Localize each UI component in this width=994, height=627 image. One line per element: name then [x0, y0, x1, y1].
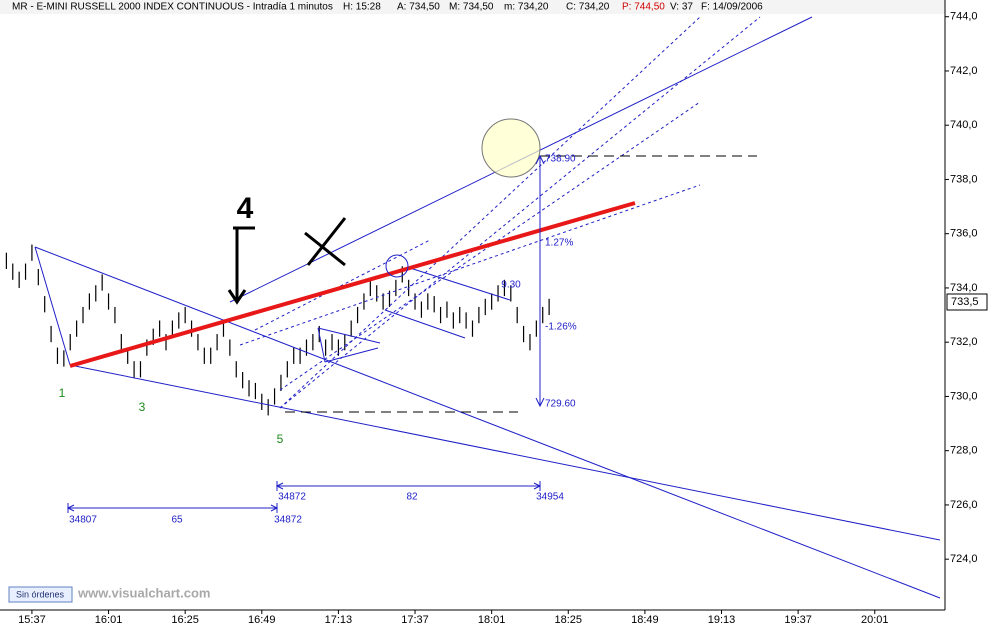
wave-label: 1 — [59, 386, 66, 400]
pct-note: -1.26% — [545, 322, 577, 333]
header-bar — [0, 0, 945, 14]
y-tick-label: 742,0 — [950, 65, 978, 77]
trendline — [34, 246, 941, 599]
x-tick-label: 16:49 — [248, 614, 276, 626]
flag-line — [317, 327, 381, 344]
header-m-low: m: 734,20 — [504, 2, 549, 13]
channel-line — [409, 267, 511, 301]
bar-span: 82 — [406, 492, 418, 503]
arrow-head — [275, 481, 542, 491]
x-tick-label: 20:01 — [861, 614, 889, 626]
bar-number: 34872 — [274, 515, 302, 526]
red-trendline — [69, 201, 636, 368]
trendlines — [34, 16, 941, 599]
site-label: www.visualchart.com — [77, 585, 210, 600]
x-tick-label: 18:25 — [555, 614, 583, 626]
price-note: 738.90 — [545, 154, 576, 165]
wave-label: 3 — [139, 400, 146, 414]
y-tick-label: 730,0 — [950, 390, 978, 402]
top-circle — [385, 254, 409, 278]
y-tick-label: 744,0 — [950, 11, 978, 23]
x-tick-label: 19:37 — [784, 614, 812, 626]
orders-box[interactable] — [8, 586, 73, 603]
last-price-box — [946, 293, 988, 311]
target-circle — [481, 118, 541, 178]
header-c: C: 734,20 — [566, 2, 610, 13]
bar-number: 34954 — [536, 492, 564, 503]
header-p: P: 744,50 — [622, 2, 665, 13]
channel-line — [384, 309, 466, 339]
header-a: A: 734,50 — [397, 2, 440, 13]
flag-line — [317, 327, 326, 363]
flag-line — [324, 347, 379, 363]
header-v: V: 37 — [670, 2, 693, 13]
trendline — [69, 364, 941, 541]
arrow-4 — [227, 226, 255, 305]
x-tick-label: 19:13 — [708, 614, 736, 626]
orders-label[interactable]: Sin órdenes — [16, 589, 65, 599]
header-f: F: 14/09/2006 — [701, 2, 763, 13]
trendline — [34, 246, 71, 366]
x-tick-label: 17:13 — [325, 614, 353, 626]
header-m: M: 734,50 — [449, 2, 494, 13]
header-title: MR - E-MINI RUSSELL 2000 INDEX CONTINUOU… — [12, 2, 333, 13]
wave-label: 4 — [237, 192, 254, 225]
y-tick-label: 726,0 — [950, 499, 978, 511]
price-note: 729.60 — [545, 399, 576, 410]
fan-line — [279, 16, 761, 409]
x-tick-label: 18:01 — [478, 614, 506, 626]
x-tick-label: 18:49 — [631, 614, 659, 626]
arrow-head — [535, 154, 545, 408]
header-h: H: 15:28 — [343, 2, 381, 13]
x-tick-label: 16:01 — [95, 614, 123, 626]
last-price: 733,5 — [951, 296, 979, 308]
y-tick-label: 732,0 — [950, 336, 978, 348]
y-tick-label: 724,0 — [950, 553, 978, 565]
x-tick-label: 16:25 — [171, 614, 199, 626]
y-tick-label: 734,0 — [950, 282, 978, 294]
bar-number: 34872 — [278, 492, 306, 503]
x-mark — [304, 217, 347, 267]
bar-span: 65 — [171, 515, 183, 526]
fan-line — [254, 239, 431, 331]
y-tick-label: 728,0 — [950, 445, 978, 457]
y-tick-label: 740,0 — [950, 119, 978, 131]
bar-number: 34807 — [69, 515, 97, 526]
pct-note: 1.27% — [545, 238, 573, 249]
arrow-head — [66, 503, 279, 513]
wave-label: 5 — [277, 432, 284, 446]
x-tick-label: 17:37 — [401, 614, 429, 626]
y-tick-label: 736,0 — [950, 228, 978, 240]
x-tick-label: 15:37 — [18, 614, 46, 626]
plot: 724,0 726,0 728,0 730,0 732,0 734,0 736,0 738,0… — [5, 11, 978, 626]
time-note: 9.30 — [501, 280, 521, 291]
y-tick-label: 738,0 — [950, 173, 978, 185]
